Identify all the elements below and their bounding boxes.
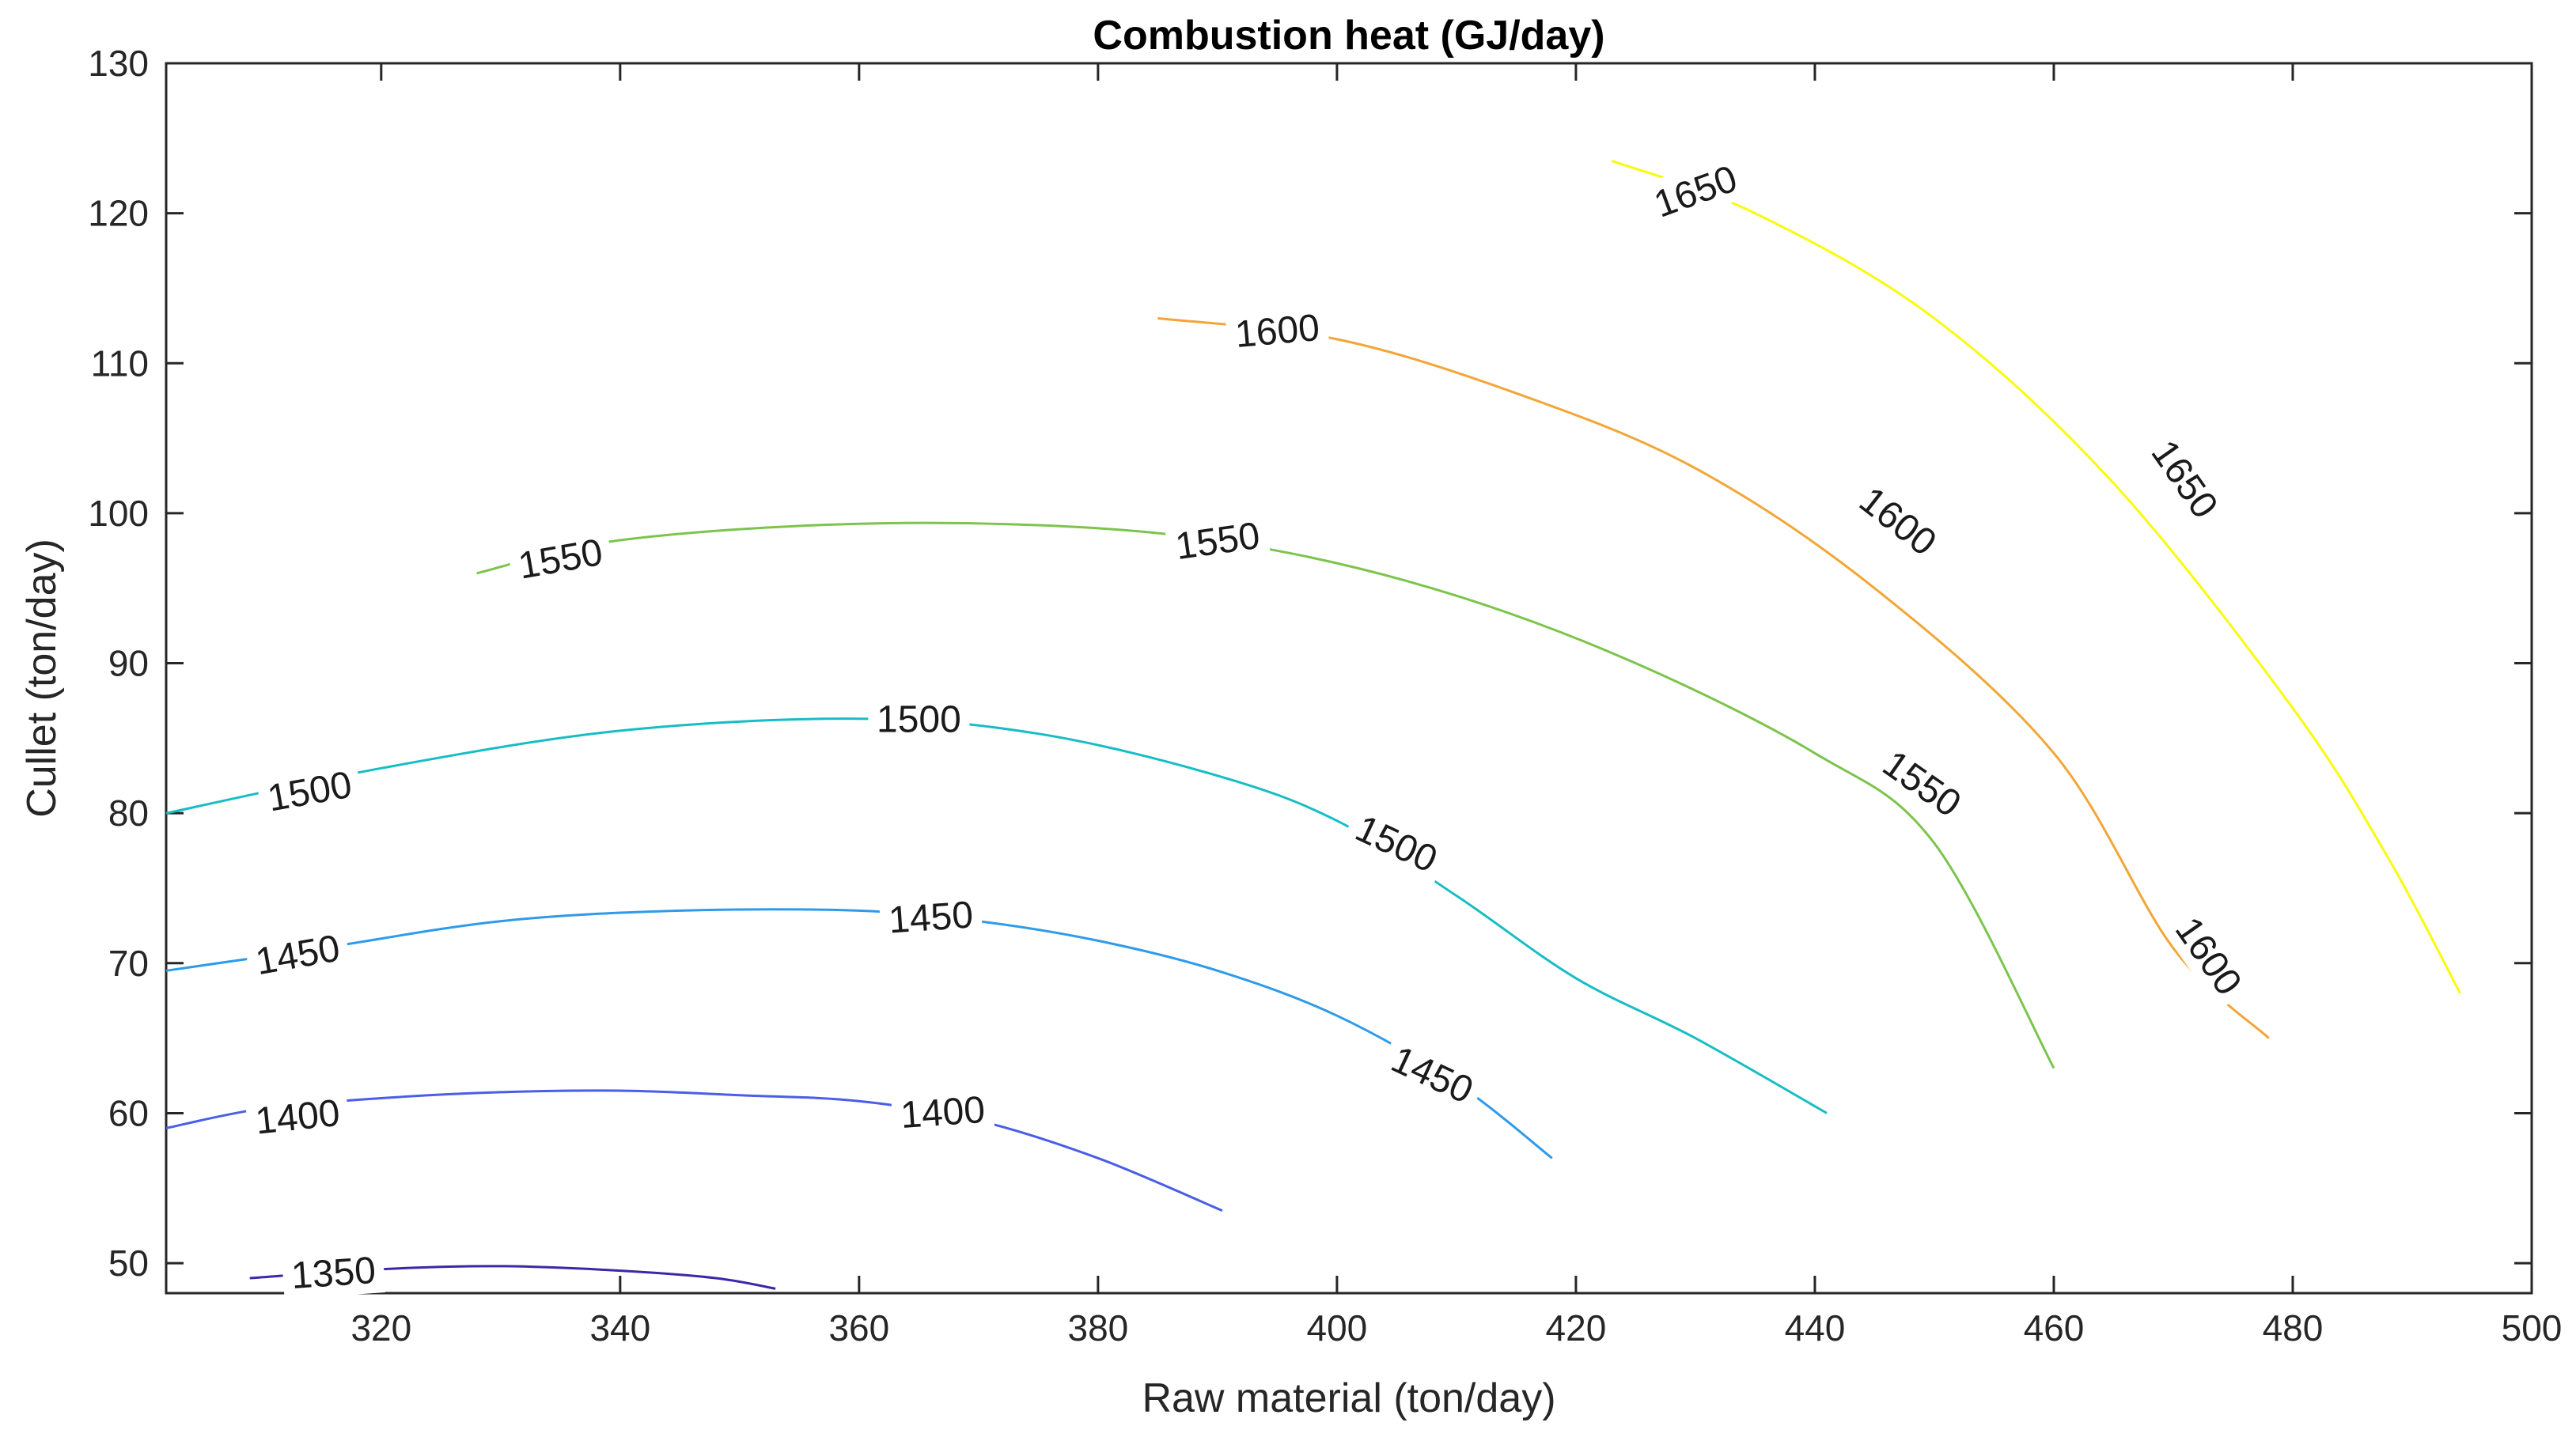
contour-label-group: 1550 bbox=[506, 526, 615, 591]
contour-label-group: 1450 bbox=[243, 921, 352, 987]
contour-label-group: 1600 bbox=[1225, 302, 1330, 358]
contour-label-background bbox=[243, 921, 352, 987]
contour-label-background bbox=[1164, 509, 1271, 571]
axis-ticks: 320 340 360 380 400 420 440 460 480 500 50 60 70 80 90… bbox=[88, 43, 2562, 1349]
y-tick-label: 50 bbox=[108, 1243, 149, 1284]
contour-label-background bbox=[1340, 800, 1453, 887]
contour-line-1650 bbox=[1611, 159, 2461, 994]
x-axis-label: Raw material (ton/day) bbox=[1142, 1375, 1555, 1421]
y-axis-label: Cullet (ton/day) bbox=[19, 539, 65, 818]
contour-label-background bbox=[1843, 471, 1953, 571]
plot-frame bbox=[165, 62, 2533, 1295]
contour-label-group: 1500 bbox=[1340, 800, 1453, 887]
x-tick-label: 340 bbox=[589, 1307, 650, 1349]
y-tick-label: 100 bbox=[88, 493, 149, 534]
contour-label-1500: 1500 bbox=[877, 699, 961, 741]
y-tick-label: 130 bbox=[88, 43, 149, 84]
y-tick-label: 80 bbox=[108, 792, 149, 834]
y-tick-label: 70 bbox=[108, 943, 149, 984]
contour-label-background bbox=[1867, 734, 1978, 832]
contour-label-group: 1550 bbox=[1164, 509, 1271, 571]
contour-label-group: 1600 bbox=[2161, 900, 2258, 1011]
contour-label-group: 1450 bbox=[878, 889, 983, 944]
y-tick-label: 120 bbox=[88, 193, 149, 234]
contour-label-group: 1550 bbox=[1867, 734, 1978, 832]
x-tick-label: 420 bbox=[1546, 1307, 1607, 1349]
contour-label-1450: 1450 bbox=[887, 894, 974, 941]
contour-label-group: 1350 bbox=[281, 1245, 386, 1299]
contour-label-background bbox=[868, 694, 970, 743]
contour-label-background bbox=[255, 758, 364, 823]
y-tick-label: 110 bbox=[91, 342, 149, 384]
contour-label-group: 1400 bbox=[890, 1084, 995, 1139]
y-tick-label: 90 bbox=[108, 643, 149, 684]
contour-label-background bbox=[1639, 151, 1752, 231]
x-tick-label: 460 bbox=[2024, 1307, 2085, 1349]
x-tick-label: 480 bbox=[2263, 1307, 2324, 1349]
x-tick-label: 440 bbox=[1785, 1307, 1846, 1349]
contour-label-background bbox=[1225, 302, 1330, 358]
contour-line-1500 bbox=[165, 717, 1828, 1114]
contour-label-group: 1500 bbox=[255, 758, 364, 823]
contour-label-1400: 1400 bbox=[253, 1092, 342, 1143]
contour-label-background bbox=[890, 1084, 995, 1139]
contour-label-background bbox=[1377, 1031, 1489, 1118]
contour-label-background bbox=[506, 526, 615, 591]
y-tick-label: 60 bbox=[108, 1092, 149, 1133]
contour-label-background bbox=[2136, 423, 2234, 534]
contour-label-group: 1650 bbox=[2136, 423, 2234, 534]
contour-label-background bbox=[2161, 900, 2258, 1011]
contour-label-group: 1450 bbox=[1377, 1031, 1489, 1118]
contour-label-group: 1400 bbox=[244, 1087, 350, 1145]
contour-line-1450 bbox=[165, 908, 1553, 1159]
contour-lines: 1350 1400 1400 1450 1450 1450 1500 1500 1500 1550… bbox=[165, 151, 2461, 1299]
contour-label-group: 1650 bbox=[1639, 151, 1752, 231]
contour-label-group: 1500 bbox=[868, 694, 970, 743]
contour-label-1400: 1400 bbox=[900, 1089, 987, 1137]
contour-label-background bbox=[878, 889, 983, 944]
contour-label-background bbox=[281, 1245, 386, 1299]
x-tick-label: 380 bbox=[1068, 1307, 1129, 1349]
contour-label-background bbox=[244, 1087, 350, 1145]
contour-line-1600 bbox=[1157, 316, 2270, 1039]
contour-label-1600: 1600 bbox=[1233, 307, 1321, 356]
x-tick-label: 320 bbox=[350, 1307, 411, 1349]
x-tick-label: 400 bbox=[1307, 1307, 1368, 1349]
x-tick-label: 500 bbox=[2502, 1307, 2563, 1349]
contour-label-1350: 1350 bbox=[290, 1250, 377, 1297]
contour-label-group: 1600 bbox=[1843, 471, 1953, 571]
x-tick-label: 360 bbox=[828, 1307, 889, 1349]
chart-title: Combustion heat (GJ/day) bbox=[1093, 13, 1604, 59]
contour-line-1550 bbox=[476, 521, 2055, 1069]
